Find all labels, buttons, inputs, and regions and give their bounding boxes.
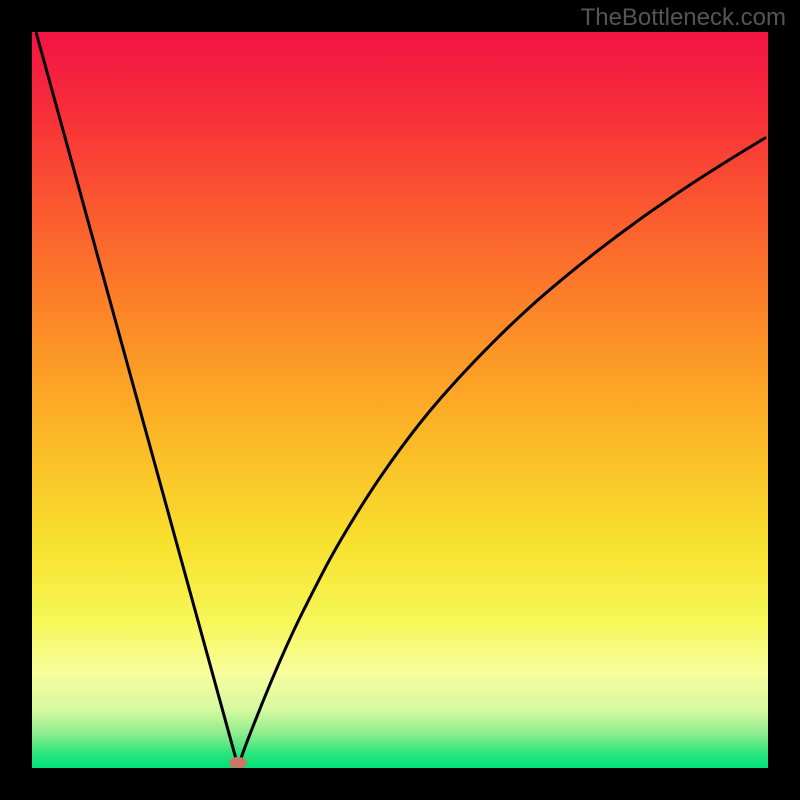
- watermark-text: TheBottleneck.com: [581, 4, 786, 32]
- gradient-background: [32, 32, 768, 768]
- plot-svg: [32, 32, 768, 768]
- plot-area: [32, 32, 768, 768]
- chart-root: TheBottleneck.com: [0, 0, 800, 800]
